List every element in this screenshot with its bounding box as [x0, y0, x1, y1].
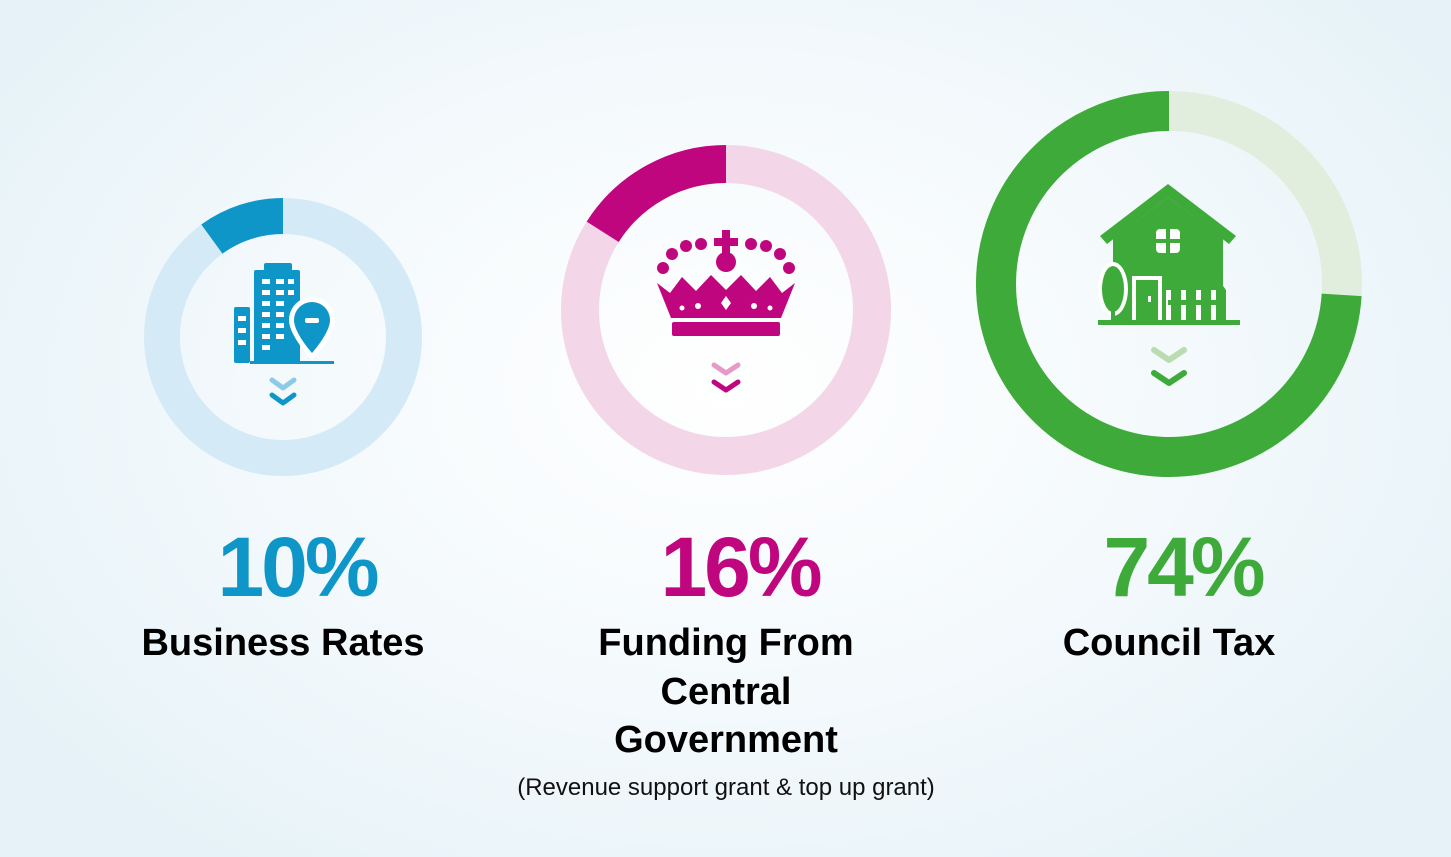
chart-business-rates: 10% Business Rates [141, 198, 425, 664]
donut-segment-council-tax [976, 91, 1362, 477]
value-label-central-government: 16% [660, 520, 820, 614]
category-label-central-government-line-2: Central [661, 671, 792, 713]
chart-council-tax: 74% Council Tax [976, 91, 1362, 664]
category-label-central-government-line-1: Funding From [598, 622, 853, 664]
crown-icon [657, 230, 795, 336]
chevron-down-icon [711, 362, 741, 393]
category-label-central-government-line-3: Government [614, 719, 838, 761]
category-subtitle-central-government: (Revenue support grant & top up grant) [517, 774, 935, 801]
chevron-down-icon [269, 377, 297, 406]
category-label-business-rates: Business Rates [141, 622, 424, 664]
donut-segment-central-government [586, 145, 727, 243]
house-icon [1098, 184, 1240, 325]
value-label-council-tax: 74% [1103, 520, 1263, 614]
chart-central-government: 16% Funding From Central Government (Rev… [517, 145, 935, 801]
category-label-council-tax: Council Tax [1063, 622, 1276, 664]
chevron-down-icon [1151, 347, 1187, 386]
office-building-location-icon [234, 263, 335, 364]
donut-segment-business-rates [201, 198, 284, 254]
value-label-business-rates: 10% [217, 520, 377, 614]
